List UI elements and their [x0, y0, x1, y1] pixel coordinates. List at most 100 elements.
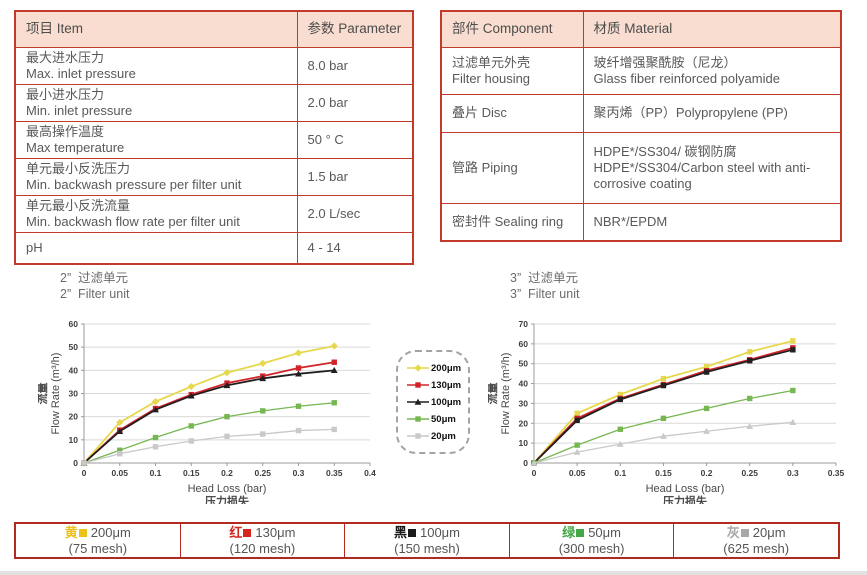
legend-item-label: 130μm [431, 379, 462, 391]
svg-text:70: 70 [519, 319, 529, 329]
spec-item-en: Min. backwash flow rate per filter unit [26, 213, 240, 229]
svg-text:10: 10 [519, 438, 529, 448]
legend-item-label: 20μm [431, 430, 456, 442]
legend-item-200μm: 200μm [407, 361, 468, 375]
mesh-size-label: 200μm [90, 524, 131, 540]
material-row-0: 过滤单元外壳 Filter housing 玻纤增强聚酰胺（尼龙） Glass fib… [440, 46, 842, 95]
spec-item-cell: 最小进水压力 Min. inlet pressure [14, 83, 298, 122]
svg-text:30: 30 [519, 398, 529, 408]
svg-text:0.35: 0.35 [828, 468, 845, 478]
svg-text:0.05: 0.05 [569, 468, 586, 478]
mesh-color-name: 绿 [562, 524, 576, 540]
mesh-legend-line1: 红 130μm [229, 525, 295, 541]
material-header-material: 材质 Material [582, 10, 842, 48]
material-component-cell: 管路 Piping [440, 131, 584, 204]
svg-text:0.25: 0.25 [741, 468, 758, 478]
x-axis-ticks: 0 0.05 0.1 0.15 0.2 0.25 0.3 0.35 0.4 [82, 463, 376, 478]
spec-item-zh: 最高操作温度 [26, 123, 105, 139]
material-component-en: Filter housing [452, 70, 531, 86]
material-component-cell: 叠片 Disc [440, 93, 584, 133]
mesh-count-label: (120 mesh) [229, 540, 296, 556]
material-component-cell: 过滤单元外壳 Filter housing [440, 46, 584, 95]
svg-text:20: 20 [69, 412, 79, 422]
chart-2in-block: 2” 过滤单元 2” Filter unit 0 10 20 30 40 50 60 0 0.0… [38, 270, 390, 504]
svg-text:Head Loss (bar): Head Loss (bar) [188, 483, 267, 495]
series-20μm [530, 418, 797, 466]
spec-row-0: 最大进水压力 Max. inlet pressure 8.0 bar [14, 46, 414, 85]
mesh-legend-cell-50μm: 绿 50μm (300 mesh) [510, 524, 675, 557]
legend-marker-icon [407, 398, 429, 405]
mesh-count-label: (625 mesh) [723, 540, 790, 556]
material-table: 部件 Component 材质 Material 过滤单元外壳 Filter ho… [440, 10, 842, 242]
mesh-color-name: 灰 [726, 524, 740, 540]
svg-text:0.35: 0.35 [326, 468, 343, 478]
spec-row-5: pH 4 - 14 [14, 231, 414, 265]
material-material-en: HDPE*/SS304/Carbon steel with anti-corro… [593, 159, 811, 191]
spec-item-cell: pH [14, 231, 298, 265]
svg-text:0.3: 0.3 [787, 468, 799, 478]
material-material-en: Glass fiber reinforced polyamide [593, 70, 780, 86]
material-material-zh: 聚丙烯（PP）Polypropylene (PP) [593, 105, 788, 120]
svg-text:40: 40 [69, 365, 79, 375]
spec-item-en: Max temperature [26, 139, 125, 155]
svg-text:0.1: 0.1 [614, 468, 626, 478]
series-legend-box: 200μm 130μm 100μm 50μm 20μm [396, 350, 470, 454]
chart-2in-title-en: 2” Filter unit [60, 287, 130, 301]
spec-value-cell: 2.0 bar [296, 83, 414, 122]
mesh-size-label: 50μm [588, 524, 621, 540]
spec-item-zh: 最小进水压力 [26, 86, 105, 102]
mesh-count-label: (300 mesh) [558, 540, 625, 556]
mesh-color-name: 黄 [64, 524, 78, 540]
material-material-cell: HDPE*/SS304/ 碳钢防腐 HDPE*/SS304/Carbon stee… [582, 131, 842, 204]
material-row-3: 密封件 Sealing ring NBR*/EPDM [440, 202, 842, 242]
material-component-zh: 密封件 Sealing ring [452, 213, 564, 229]
legend-item-130μm: 130μm [407, 378, 468, 392]
mesh-size-label: 100μm [419, 524, 460, 540]
chart-3in-block: 3” 过滤单元 3” Filter unit 0 10 20 30 40 50 60 70 0 0… [488, 270, 856, 504]
material-material-zh: 玻纤增强聚酰胺（尼龙） [593, 54, 737, 70]
svg-text:0.15: 0.15 [183, 468, 200, 478]
mesh-size-label: 130μm [255, 524, 296, 540]
legend-marker-icon [407, 364, 429, 372]
spec-item-cell: 单元最小反洗压力 Min. backwash pressure per filte… [14, 157, 298, 196]
svg-text:0.3: 0.3 [293, 468, 305, 478]
chart-3in-plot: 0 10 20 30 40 50 60 70 0 0.05 0.1 0.15 0.2 0.25 0.3 0.3… [488, 319, 845, 504]
svg-text:0.2: 0.2 [221, 468, 233, 478]
material-material-zh: NBR*/EPDM [593, 213, 668, 229]
axis-labels: 流量 Flow Rate (m³/h) Head Loss (bar)压力损失 [38, 353, 266, 504]
mesh-color-name: 黑 [393, 524, 407, 540]
svg-text:20: 20 [519, 418, 529, 428]
legend-item-20μm: 20μm [407, 429, 468, 443]
material-material-zh: HDPE*/SS304/ 碳钢防腐 [593, 143, 737, 159]
spec-value-cell: 4 - 14 [296, 231, 414, 265]
material-row-2: 管路 Piping HDPE*/SS304/ 碳钢防腐 HDPE*/SS304/Ca… [440, 131, 842, 204]
spec-row-4: 单元最小反洗流量 Min. backwash flow rate per filt… [14, 194, 414, 233]
svg-text:流量: 流量 [38, 383, 49, 405]
y-axis-ticks: 0 10 20 30 40 50 60 [69, 319, 84, 468]
material-material-cell: 聚丙烯（PP）Polypropylene (PP) [582, 93, 842, 133]
spec-item-en: Max. inlet pressure [26, 65, 136, 81]
spec-item-en: Min. inlet pressure [26, 102, 133, 118]
mesh-legend-bar: 黄 200μm (75 mesh) 红 130μm (120 mesh) 黑 100μm (15… [14, 522, 840, 559]
spec-item-en: Min. backwash pressure per filter unit [26, 176, 242, 192]
legend-item-50μm: 50μm [407, 412, 468, 426]
material-header-row: 部件 Component 材质 Material [440, 10, 842, 48]
legend-item-label: 100μm [431, 396, 462, 408]
svg-text:0.05: 0.05 [111, 468, 128, 478]
spec-item-cell: 最高操作温度 Max temperature [14, 120, 298, 159]
mesh-count-label: (75 mesh) [68, 540, 128, 556]
spec-header-item: 项目 Item [14, 10, 298, 48]
svg-text:Flow Rate (m³/h): Flow Rate (m³/h) [50, 353, 62, 435]
mesh-legend-line1: 绿 50μm [562, 525, 621, 541]
svg-text:0: 0 [532, 468, 537, 478]
svg-text:0: 0 [73, 458, 78, 468]
svg-text:50: 50 [69, 342, 79, 352]
spec-header-parameter: 参数 Parameter [296, 10, 414, 48]
mesh-color-swatch [243, 528, 252, 537]
series-50μm [81, 400, 337, 466]
svg-text:30: 30 [69, 389, 79, 399]
mesh-legend-cell-100μm: 黑 100μm (150 mesh) [345, 524, 510, 557]
material-row-1: 叠片 Disc 聚丙烯（PP）Polypropylene (PP) [440, 93, 842, 133]
